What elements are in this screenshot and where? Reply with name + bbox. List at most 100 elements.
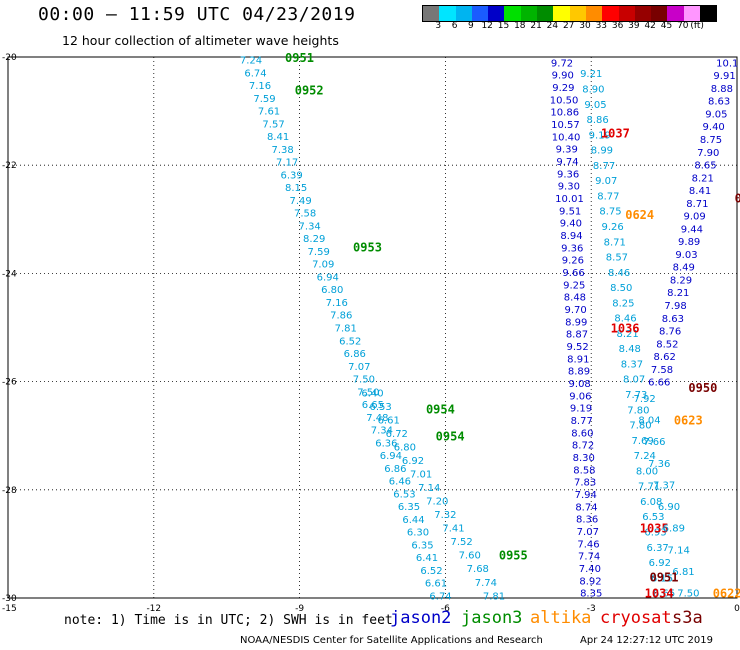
- swh-value-label: 8.21: [667, 288, 689, 299]
- swh-value-label: 9.74: [556, 157, 578, 168]
- color-scale-ticks: 3 6 9 12 15 18 21 24 27 30 33 36 39 42 45 70 (ft): [422, 21, 728, 33]
- swh-value-label: 8.88: [711, 84, 733, 95]
- pass-time-label: 1037: [601, 127, 630, 141]
- swh-value-label: 7.90: [697, 148, 719, 159]
- swh-value-label: 7.73: [625, 390, 647, 401]
- pass-time-label: 1035: [640, 522, 669, 536]
- legend-s3a: s3a: [672, 608, 703, 628]
- color-scale-tick-label: 15: [497, 21, 510, 31]
- y-tick-label: -30: [2, 594, 17, 604]
- swh-value-label: 6.61: [425, 579, 447, 590]
- swh-value-label: 8.35: [580, 589, 602, 600]
- swh-value-label: 8.41: [689, 186, 711, 197]
- color-swatch: [471, 6, 489, 21]
- swh-value-label: 10.50: [550, 95, 579, 106]
- swh-value-label: 7.81: [483, 591, 505, 602]
- swh-value-label: 9.40: [703, 122, 725, 133]
- swh-value-label: 7.59: [308, 247, 330, 258]
- swh-value-label: 7.34: [371, 426, 393, 437]
- y-tick-label: -28: [2, 486, 17, 496]
- swh-value-label: 6.90: [658, 502, 680, 513]
- swh-value-label: 8.99: [565, 317, 587, 328]
- swh-value-label: 7.81: [335, 324, 357, 335]
- swh-value-label: 8.04: [638, 415, 660, 426]
- color-scale-bar: [422, 5, 718, 22]
- swh-value-label: 7.41: [442, 524, 464, 535]
- swh-value-label: 8.21: [692, 173, 714, 184]
- color-scale-tick-label: 33: [595, 21, 608, 31]
- swh-value-label: 7.07: [348, 362, 370, 373]
- swh-value-label: 9.36: [557, 169, 579, 180]
- legend-altika: altika: [530, 608, 592, 628]
- swh-value-label: 7.16: [326, 298, 348, 309]
- swh-value-label: 7.14: [418, 483, 440, 494]
- swh-value-label: 7.50: [677, 589, 699, 600]
- pass-time-label: 0955: [499, 549, 528, 563]
- swh-value-label: 10.40: [552, 132, 581, 143]
- swh-value-label: 8.57: [606, 253, 628, 264]
- swh-value-label: 6.94: [317, 272, 339, 283]
- swh-value-label: 9.89: [678, 237, 700, 248]
- swh-value-label: 9.19: [570, 404, 592, 415]
- swh-value-label: 9.05: [705, 109, 727, 120]
- swh-value-label: 8.07: [623, 375, 645, 386]
- swh-value-label: 8.91: [567, 354, 589, 365]
- swh-value-label: 7.66: [643, 437, 665, 448]
- swh-value-label: 6.39: [280, 170, 302, 181]
- swh-value-label: 7.57: [262, 119, 284, 130]
- swh-value-label: 7.98: [664, 301, 686, 312]
- swh-value-label: 6.08: [640, 497, 662, 508]
- pass-time-label: 0622: [713, 587, 740, 601]
- swh-value-label: 6.30: [407, 528, 429, 539]
- pass-time-label: 0950: [688, 381, 717, 395]
- color-swatch: [537, 6, 554, 21]
- swh-value-label: 7.34: [299, 221, 321, 232]
- y-tick-label: -20: [2, 53, 17, 63]
- swh-value-label: 7.71: [638, 482, 660, 493]
- swh-value-label: 8.60: [571, 428, 593, 439]
- swh-value-label: 7.74: [578, 552, 600, 563]
- swh-value-label: 7.58: [651, 365, 673, 376]
- swh-value-label: 6.61: [378, 415, 400, 426]
- color-scale-tick-label: 30: [579, 21, 591, 31]
- swh-value-label: 6.53: [393, 489, 415, 500]
- color-swatch: [455, 6, 472, 21]
- swh-value-label: 8.37: [621, 359, 643, 370]
- swh-value-label: 8.92: [579, 576, 601, 587]
- swh-value-label: 7.01: [410, 470, 432, 481]
- color-swatch: [504, 6, 521, 21]
- swh-value-label: 8.86: [586, 115, 608, 126]
- color-swatch: [520, 6, 538, 21]
- color-scale-tick-label: 45: [660, 21, 673, 31]
- swh-value-label: 6.35: [398, 502, 420, 513]
- swh-value-label: 8.15: [285, 183, 307, 194]
- swh-value-label: 7.69: [632, 436, 654, 447]
- color-swatch: [488, 6, 505, 21]
- swh-value-label: 9.26: [602, 222, 624, 233]
- pass-time-label: 0954: [436, 430, 465, 444]
- color-scale-tick-label: 18: [514, 21, 526, 31]
- swh-value-label: 9.09: [683, 212, 705, 223]
- swh-value-label: 6.53: [369, 402, 391, 413]
- swh-value-label: 8.77: [597, 191, 619, 202]
- swh-value-label: 8.29: [670, 275, 692, 286]
- swh-value-label: 8.50: [610, 283, 632, 294]
- swh-value-label: 8.58: [573, 465, 595, 476]
- swh-value-label: 8.46: [614, 314, 636, 325]
- swh-value-label: 8.25: [612, 298, 634, 309]
- swh-value-label: 8.94: [560, 231, 582, 242]
- swh-value-label: 8.21: [617, 329, 639, 340]
- swh-value-label: 7.80: [629, 421, 651, 432]
- credit-line: NOAA/NESDIS Center for Satellite Applica…: [240, 635, 543, 646]
- plot-frame: [7, 56, 738, 599]
- swh-value-label: 9.07: [595, 176, 617, 187]
- swh-value-label: 9.19: [589, 130, 611, 141]
- swh-value-label: 6.66: [648, 378, 670, 389]
- color-scale-tick-label: 36: [611, 21, 624, 31]
- swh-value-label: 9.91: [713, 71, 735, 82]
- color-swatch: [553, 6, 570, 21]
- swh-value-label: 7.60: [459, 551, 481, 562]
- swh-value-label: 6.52: [420, 566, 442, 577]
- swh-value-label: 10.57: [551, 120, 580, 131]
- footnote: note: 1) Time is in UTC; 2) SWH is in fe…: [64, 613, 393, 628]
